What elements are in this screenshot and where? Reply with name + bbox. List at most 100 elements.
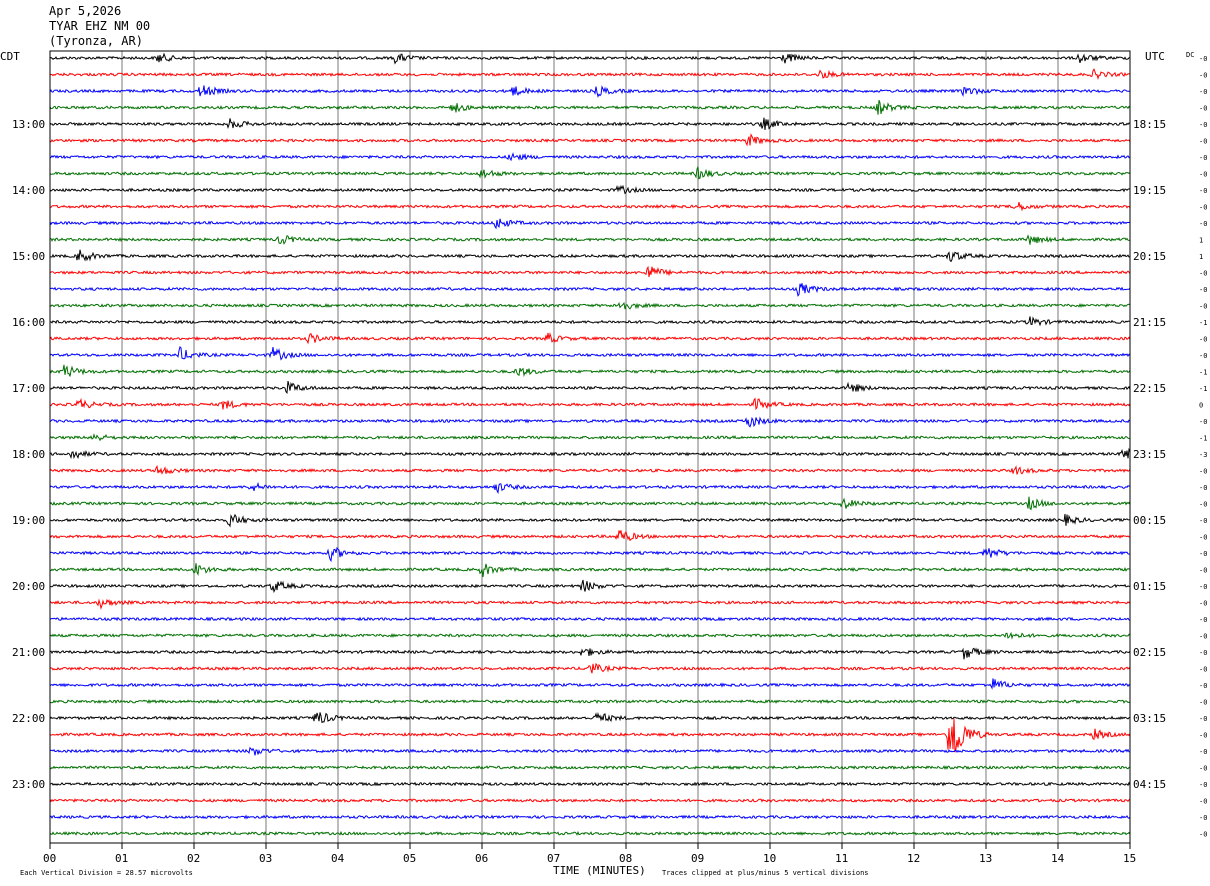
dc-offset-label: -0 — [1199, 765, 1207, 773]
seismic-trace-31 — [49, 563, 1131, 578]
dc-offset-label: -0 — [1199, 72, 1207, 80]
x-tick-label-05: 05 — [403, 852, 416, 865]
seismic-trace-8 — [49, 184, 1131, 195]
dc-offset-label: -0 — [1199, 732, 1207, 740]
seismic-trace-17 — [49, 332, 1131, 345]
right-hour-label: 20:15 — [1133, 250, 1166, 263]
seismic-trace-3 — [49, 100, 1131, 115]
left-hour-label: 13:00 — [12, 118, 45, 131]
seismic-trace-4 — [49, 117, 1131, 130]
dc-offset-label: -0 — [1199, 286, 1207, 294]
right-hour-label: 00:15 — [1133, 514, 1166, 527]
dc-offset-label: -0 — [1199, 88, 1207, 96]
dc-offset-label: -0 — [1199, 550, 1207, 558]
scale-note: Each Vertical Division = 28.57 microvolt… — [20, 869, 193, 877]
dc-offset-label: -0 — [1199, 138, 1207, 146]
dc-offset-label: -0 — [1199, 814, 1207, 822]
seismic-trace-35 — [49, 631, 1131, 640]
dc-offset-label: -0 — [1199, 468, 1207, 476]
dc-offset-label: -0 — [1199, 121, 1207, 129]
dc-offset-label: -0 — [1199, 666, 1207, 674]
seismic-trace-33 — [49, 598, 1131, 610]
seismic-trace-42 — [49, 746, 1131, 756]
dc-offset-label: -0 — [1199, 336, 1207, 344]
x-tick-label-08: 08 — [619, 852, 632, 865]
dc-offset-label: 1 — [1199, 253, 1203, 261]
x-tick-label-01: 01 — [115, 852, 128, 865]
seismic-trace-25 — [49, 464, 1131, 475]
left-hour-label: 20:00 — [12, 580, 45, 593]
dc-offset-label: -0 — [1199, 484, 1207, 492]
dc-offset-label: -0 — [1199, 567, 1207, 575]
seismic-trace-34 — [49, 616, 1131, 622]
right-hour-label: 01:15 — [1133, 580, 1166, 593]
dc-offset-label: 1 — [1199, 237, 1203, 245]
dc-offset-label: -0 — [1199, 220, 1207, 228]
dc-offset-label: -0 — [1199, 781, 1207, 789]
x-axis-label: TIME (MINUTES) — [553, 864, 646, 877]
seismic-trace-9 — [49, 201, 1131, 212]
dc-offset-label: -0 — [1199, 748, 1207, 756]
left-hour-label: 17:00 — [12, 382, 45, 395]
dc-offset-label: -0 — [1199, 270, 1207, 278]
seismic-trace-44 — [49, 781, 1131, 787]
x-tick-label-09: 09 — [691, 852, 704, 865]
dc-offset-label: -0 — [1199, 798, 1207, 806]
seismic-trace-11 — [49, 234, 1131, 245]
dc-offset-label: -0 — [1199, 831, 1207, 839]
seismic-trace-41 — [49, 718, 1131, 753]
right-timezone-label: UTC — [1145, 50, 1165, 63]
dc-offset-label: -0 — [1199, 55, 1207, 63]
seismic-trace-20 — [49, 380, 1131, 394]
header-location: (Tyronza, AR) — [49, 34, 143, 48]
clip-note: Traces clipped at plus/minus 5 vertical … — [662, 869, 869, 877]
seismic-trace-32 — [49, 579, 1131, 594]
seismic-trace-14 — [49, 283, 1131, 297]
dc-offset-label: -0 — [1199, 105, 1207, 113]
seismic-trace-36 — [49, 647, 1131, 660]
right-hour-label: 23:15 — [1133, 448, 1166, 461]
right-hour-label: 18:15 — [1133, 118, 1166, 131]
dc-offset-label: -0 — [1199, 715, 1207, 723]
dc-offset-label: -0 — [1199, 352, 1207, 360]
seismic-trace-38 — [49, 678, 1131, 690]
plot-frame — [49, 50, 1131, 844]
dc-offset-label: -0 — [1199, 171, 1207, 179]
seismic-trace-24 — [49, 447, 1131, 460]
left-hour-label: 22:00 — [12, 712, 45, 725]
right-hour-label: 19:15 — [1133, 184, 1166, 197]
x-tick-label-15: 15 — [1123, 852, 1136, 865]
dc-offset-label: -0 — [1199, 517, 1207, 525]
dc-offset-label: 0 — [1199, 402, 1203, 410]
seismic-trace-40 — [49, 711, 1131, 724]
dc-offset-label: -0 — [1199, 699, 1207, 707]
left-hour-label: 21:00 — [12, 646, 45, 659]
left-hour-label: 18:00 — [12, 448, 45, 461]
seismic-trace-18 — [49, 346, 1131, 361]
seismic-trace-10 — [49, 218, 1131, 230]
left-hour-label: 23:00 — [12, 778, 45, 791]
trace-group — [49, 52, 1131, 837]
x-tick-label-13: 13 — [979, 852, 992, 865]
dc-offset-label: -0 — [1199, 633, 1207, 641]
dc-offset-label: -0 — [1199, 418, 1207, 426]
chart-labels: 00 01 02 03 04 05 06 07 08 09 10 11 12 13 14 15-0-0-0-0… — [12, 55, 1207, 865]
seismic-trace-13 — [49, 265, 1131, 278]
right-hour-label: 02:15 — [1133, 646, 1166, 659]
seismic-trace-16 — [49, 316, 1131, 327]
x-tick-label-10: 10 — [763, 852, 776, 865]
dc-offset-label: -0 — [1199, 616, 1207, 624]
minute-gridlines — [49, 51, 1131, 849]
seismic-trace-22 — [49, 416, 1131, 428]
dc-offset-label: -0 — [1199, 649, 1207, 657]
seismic-trace-6 — [49, 152, 1131, 162]
dc-offset-label: -3 — [1199, 451, 1207, 459]
dc-offset-label: -0 — [1199, 154, 1207, 162]
left-hour-label: 16:00 — [12, 316, 45, 329]
x-tick-label-06: 06 — [475, 852, 488, 865]
dc-offset-label: -0 — [1199, 204, 1207, 212]
left-hour-label: 19:00 — [12, 514, 45, 527]
x-tick-label-12: 12 — [907, 852, 920, 865]
seismic-trace-2 — [49, 85, 1131, 98]
